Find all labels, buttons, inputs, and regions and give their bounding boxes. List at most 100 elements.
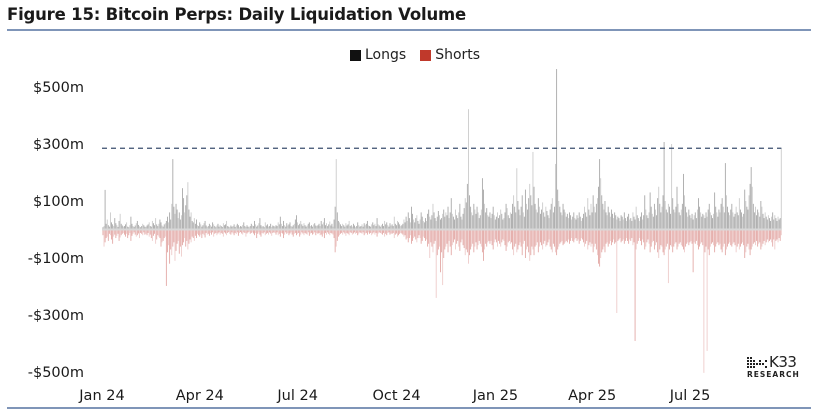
- bar-longs[interactable]: [476, 206, 478, 230]
- bar-longs[interactable]: [393, 216, 395, 230]
- bar-longs[interactable]: [773, 219, 775, 230]
- bar-longs[interactable]: [309, 226, 311, 230]
- bar-shorts[interactable]: [592, 229, 594, 253]
- bar-shorts[interactable]: [211, 229, 212, 235]
- bar-shorts[interactable]: [644, 229, 646, 250]
- bar-shorts[interactable]: [566, 229, 568, 243]
- bar-longs[interactable]: [143, 225, 145, 230]
- bar-shorts[interactable]: [605, 229, 607, 244]
- bar-longs[interactable]: [193, 218, 195, 230]
- bar-longs[interactable]: [683, 173, 684, 230]
- bar-shorts[interactable]: [329, 229, 331, 236]
- bar-shorts[interactable]: [492, 229, 494, 250]
- bar-shorts[interactable]: [504, 229, 506, 246]
- bar-longs[interactable]: [287, 225, 289, 230]
- bar-longs[interactable]: [180, 215, 182, 230]
- bar-longs[interactable]: [162, 226, 164, 230]
- bar-longs[interactable]: [118, 220, 120, 230]
- bar-longs[interactable]: [285, 226, 287, 230]
- bar-longs[interactable]: [370, 226, 372, 230]
- bar-shorts[interactable]: [248, 229, 250, 232]
- bar-longs[interactable]: [765, 216, 767, 230]
- bar-longs[interactable]: [378, 225, 380, 230]
- bar-shorts[interactable]: [532, 229, 534, 250]
- bar-shorts[interactable]: [776, 229, 778, 240]
- bar-shorts[interactable]: [475, 229, 477, 243]
- bar-longs[interactable]: [318, 223, 320, 230]
- bar-longs[interactable]: [763, 218, 765, 230]
- bar-longs[interactable]: [210, 225, 211, 230]
- bar-shorts[interactable]: [327, 229, 329, 233]
- bar-shorts[interactable]: [178, 229, 180, 254]
- bar-longs[interactable]: [457, 218, 459, 230]
- bar-longs[interactable]: [253, 226, 254, 230]
- bar-longs[interactable]: [520, 206, 522, 230]
- bar-shorts[interactable]: [451, 229, 453, 246]
- bar-shorts[interactable]: [627, 229, 628, 241]
- bar-shorts[interactable]: [577, 229, 579, 240]
- bar-longs[interactable]: [218, 226, 220, 230]
- bar-longs[interactable]: [261, 226, 263, 230]
- bar-shorts[interactable]: [558, 229, 560, 247]
- bar-longs[interactable]: [748, 195, 750, 230]
- bar-longs[interactable]: [769, 218, 770, 230]
- bar-longs[interactable]: [321, 224, 323, 230]
- bar-longs[interactable]: [472, 215, 474, 230]
- bar-longs[interactable]: [345, 223, 347, 230]
- bar-longs[interactable]: [621, 216, 623, 230]
- bar-longs[interactable]: [535, 209, 537, 230]
- bar-longs[interactable]: [713, 213, 714, 230]
- bar-longs[interactable]: [705, 212, 707, 230]
- bar-longs[interactable]: [386, 222, 388, 230]
- bar-shorts[interactable]: [111, 229, 112, 240]
- bar-longs[interactable]: [319, 226, 321, 230]
- bar-shorts[interactable]: [305, 229, 307, 234]
- bar-longs[interactable]: [569, 212, 570, 230]
- bar-longs[interactable]: [450, 198, 452, 230]
- bar-longs[interactable]: [260, 225, 262, 230]
- bar-shorts[interactable]: [757, 229, 759, 247]
- bar-shorts[interactable]: [342, 229, 344, 235]
- bar-longs[interactable]: [764, 212, 766, 230]
- bar-shorts[interactable]: [520, 229, 522, 247]
- bar-longs[interactable]: [262, 226, 264, 230]
- bar-longs[interactable]: [540, 213, 541, 230]
- bar-longs[interactable]: [762, 213, 764, 230]
- bar-shorts[interactable]: [134, 229, 136, 235]
- bar-longs[interactable]: [593, 206, 595, 230]
- bar-shorts[interactable]: [202, 229, 204, 234]
- bar-shorts[interactable]: [309, 229, 311, 234]
- bar-shorts[interactable]: [369, 229, 370, 234]
- bar-longs[interactable]: [217, 223, 219, 230]
- bar-shorts[interactable]: [357, 229, 359, 236]
- bar-shorts[interactable]: [431, 229, 433, 247]
- bar-shorts[interactable]: [750, 229, 752, 250]
- bar-longs[interactable]: [291, 226, 293, 230]
- bar-longs[interactable]: [504, 212, 506, 230]
- bar-longs[interactable]: [469, 195, 470, 230]
- bar-longs[interactable]: [502, 219, 504, 230]
- bar-longs[interactable]: [759, 216, 761, 230]
- bar-longs[interactable]: [475, 213, 477, 230]
- bar-longs[interactable]: [598, 186, 599, 230]
- bar-longs[interactable]: [232, 226, 234, 230]
- bar-shorts[interactable]: [604, 229, 606, 253]
- bar-shorts[interactable]: [142, 229, 144, 236]
- bar-longs[interactable]: [606, 215, 608, 230]
- bar-shorts[interactable]: [253, 229, 254, 234]
- bar-longs[interactable]: [329, 221, 331, 230]
- bar-longs[interactable]: [176, 209, 178, 230]
- bar-longs[interactable]: [404, 222, 406, 230]
- bar-longs[interactable]: [317, 225, 319, 230]
- bar-shorts[interactable]: [749, 229, 751, 256]
- bar-longs[interactable]: [544, 216, 546, 230]
- bar-longs[interactable]: [466, 183, 468, 230]
- bar-longs[interactable]: [661, 206, 663, 230]
- bar-shorts[interactable]: [127, 229, 129, 239]
- bar-longs[interactable]: [148, 222, 150, 230]
- bar-longs[interactable]: [559, 206, 561, 230]
- bar-shorts[interactable]: [180, 229, 182, 257]
- bar-longs[interactable]: [323, 218, 325, 230]
- bar-shorts[interactable]: [151, 229, 153, 241]
- bar-longs[interactable]: [717, 216, 719, 230]
